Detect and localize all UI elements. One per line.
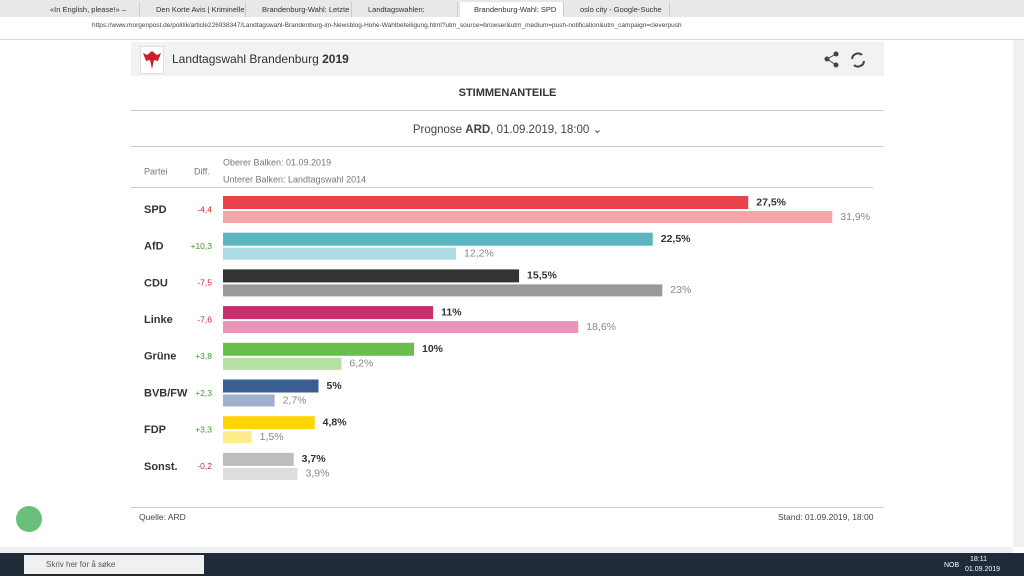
diff: +3,8 <box>195 351 212 361</box>
clock-time: 18:11 <box>970 556 987 563</box>
selector-source: ARD <box>465 124 491 136</box>
divider <box>131 507 884 508</box>
bar <box>223 357 342 370</box>
browser-tab[interactable]: Landtagswahlen: Wahlbeteil <box>354 2 458 17</box>
value-label: 27,5% <box>756 196 786 208</box>
bar <box>223 467 298 480</box>
diff: -7,5 <box>197 278 212 288</box>
header-title: Landtagswahl Brandenburg 2019 <box>172 52 349 66</box>
diff: +2,3 <box>195 388 212 398</box>
value-label: 1,5% <box>260 431 284 443</box>
language: NOB <box>944 562 960 569</box>
value-label: 3,7% <box>302 453 327 465</box>
taskbar-search[interactable]: Skriv her for å søke <box>24 555 204 574</box>
diff: -4,4 <box>197 204 212 214</box>
bar <box>223 247 457 260</box>
bar <box>223 306 434 320</box>
value-label: 4,8% <box>323 416 348 428</box>
notification-button[interactable] <box>16 506 42 532</box>
bar <box>223 342 414 356</box>
browser-tab[interactable]: Den Korte Avis | Kriminelle u <box>142 2 246 17</box>
selector-prefix: Prognose <box>412 124 463 136</box>
value-label: 6,2% <box>349 358 373 370</box>
diff: -7,6 <box>197 314 212 324</box>
party-name: Sonst. <box>144 461 178 473</box>
diff: +3,3 <box>195 424 212 434</box>
column-label: Partei <box>144 166 168 176</box>
bar <box>223 284 663 297</box>
party-name: Linke <box>144 314 173 326</box>
section-title: STIMMENANTEILE <box>458 87 557 99</box>
bar <box>223 431 252 444</box>
party-name: BVB/FW <box>144 387 188 399</box>
scrollbar <box>1013 40 1024 547</box>
bar <box>223 379 319 393</box>
value-label: 11% <box>441 306 462 318</box>
bar <box>223 416 315 430</box>
url[interactable]: https://www.morgenpost.de/politik/articl… <box>92 22 682 29</box>
value-label: 22,5% <box>661 233 691 245</box>
clock-date: 01.09.2019 <box>965 566 1001 573</box>
value-label: 18,6% <box>586 321 616 333</box>
divider <box>131 187 873 188</box>
address-bar <box>0 17 1024 40</box>
bar <box>223 196 749 209</box>
browser-tab[interactable]: oslo city - Google-Suche <box>566 2 670 17</box>
value-label: 31,9% <box>840 211 870 223</box>
bar <box>223 321 579 334</box>
bar <box>223 394 275 407</box>
party-name: Grüne <box>144 351 176 363</box>
legend-entry: Unterer Balken: Landtagswahl 2014 <box>223 174 366 184</box>
party-name: CDU <box>144 277 168 289</box>
party-name: FDP <box>144 424 166 436</box>
browser-tab[interactable]: Brandenburg-Wahl: SPD <box>460 2 564 17</box>
title-year: 2019 <box>322 52 349 66</box>
diff: +10,3 <box>190 241 212 251</box>
divider <box>131 110 884 111</box>
selector-date: , 01.09.2019, 18:00 <box>490 124 590 136</box>
bar <box>223 211 833 223</box>
value-label: 12,2% <box>464 247 494 259</box>
value-label: 5% <box>327 380 343 392</box>
party-name: SPD <box>144 204 167 216</box>
timestamp: Stand: 01.09.2019, 18:00 <box>778 512 874 522</box>
column-label: Diff. <box>194 166 210 176</box>
divider <box>131 146 884 147</box>
legend-entry: Oberer Balken: 01.09.2019 <box>223 157 331 167</box>
scrollbar <box>0 547 1013 553</box>
eagle-icon <box>143 51 161 69</box>
browser-tab[interactable]: Brandenburg-Wahl: Letzte U <box>248 2 352 17</box>
forecast-selector[interactable]: Prognose ARD, 01.09.2019, 18:00 ⌄ <box>412 124 603 136</box>
source: Quelle: ARD <box>139 512 186 522</box>
browser-tab[interactable]: «In English, please!» – Docu <box>36 2 140 17</box>
party-name: AfD <box>144 241 164 253</box>
bar <box>223 232 653 246</box>
bar <box>223 269 520 283</box>
taskbar <box>0 553 1024 576</box>
header-bar <box>131 42 884 76</box>
value-label: 2,7% <box>283 394 307 406</box>
value-label: 23% <box>670 284 691 296</box>
value-label: 3,9% <box>305 468 329 480</box>
value-label: 10% <box>422 343 444 355</box>
header-icons[interactable] <box>822 50 882 70</box>
diff: -0,2 <box>197 461 212 471</box>
title-text: Landtagswahl Brandenburg <box>172 52 319 66</box>
value-label: 15,5% <box>527 270 557 282</box>
logo <box>140 46 164 74</box>
bar <box>223 452 294 466</box>
